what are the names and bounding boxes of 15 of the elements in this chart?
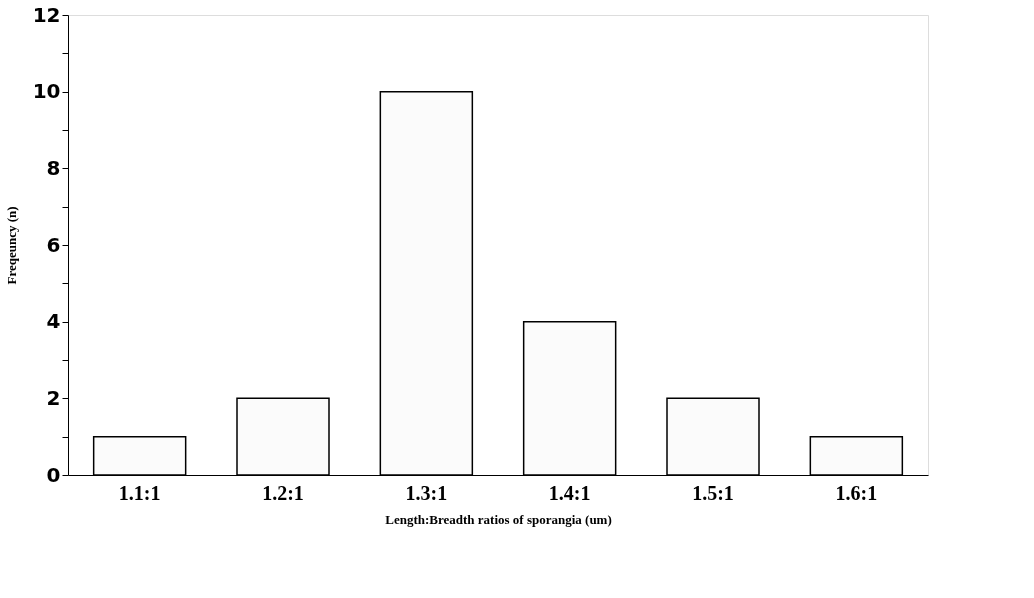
y-tick-label: 2 [46, 385, 61, 410]
x-axis-title: Length:Breadth ratios of sporangia (um) [385, 511, 612, 527]
x-tick-label: 1.1:1 [118, 481, 161, 504]
y-tick-label: 6 [46, 232, 61, 257]
x-tick-label: 1.2:1 [262, 481, 304, 504]
y-tick-label: 0 [46, 462, 61, 487]
x-tick-label: 1.6:1 [835, 481, 878, 504]
y-tick-label: 12 [32, 2, 61, 27]
y-axis-title: Freqeuncy (n) [3, 206, 19, 285]
y-tick-label: 10 [32, 79, 61, 104]
x-tick-label: 1.4:1 [548, 481, 591, 504]
y-tick-label: 4 [46, 309, 61, 334]
y-tick-label: 8 [46, 155, 61, 180]
x-tick-label: 1.5:1 [692, 481, 734, 504]
x-tick-label: 1.3:1 [405, 481, 448, 504]
